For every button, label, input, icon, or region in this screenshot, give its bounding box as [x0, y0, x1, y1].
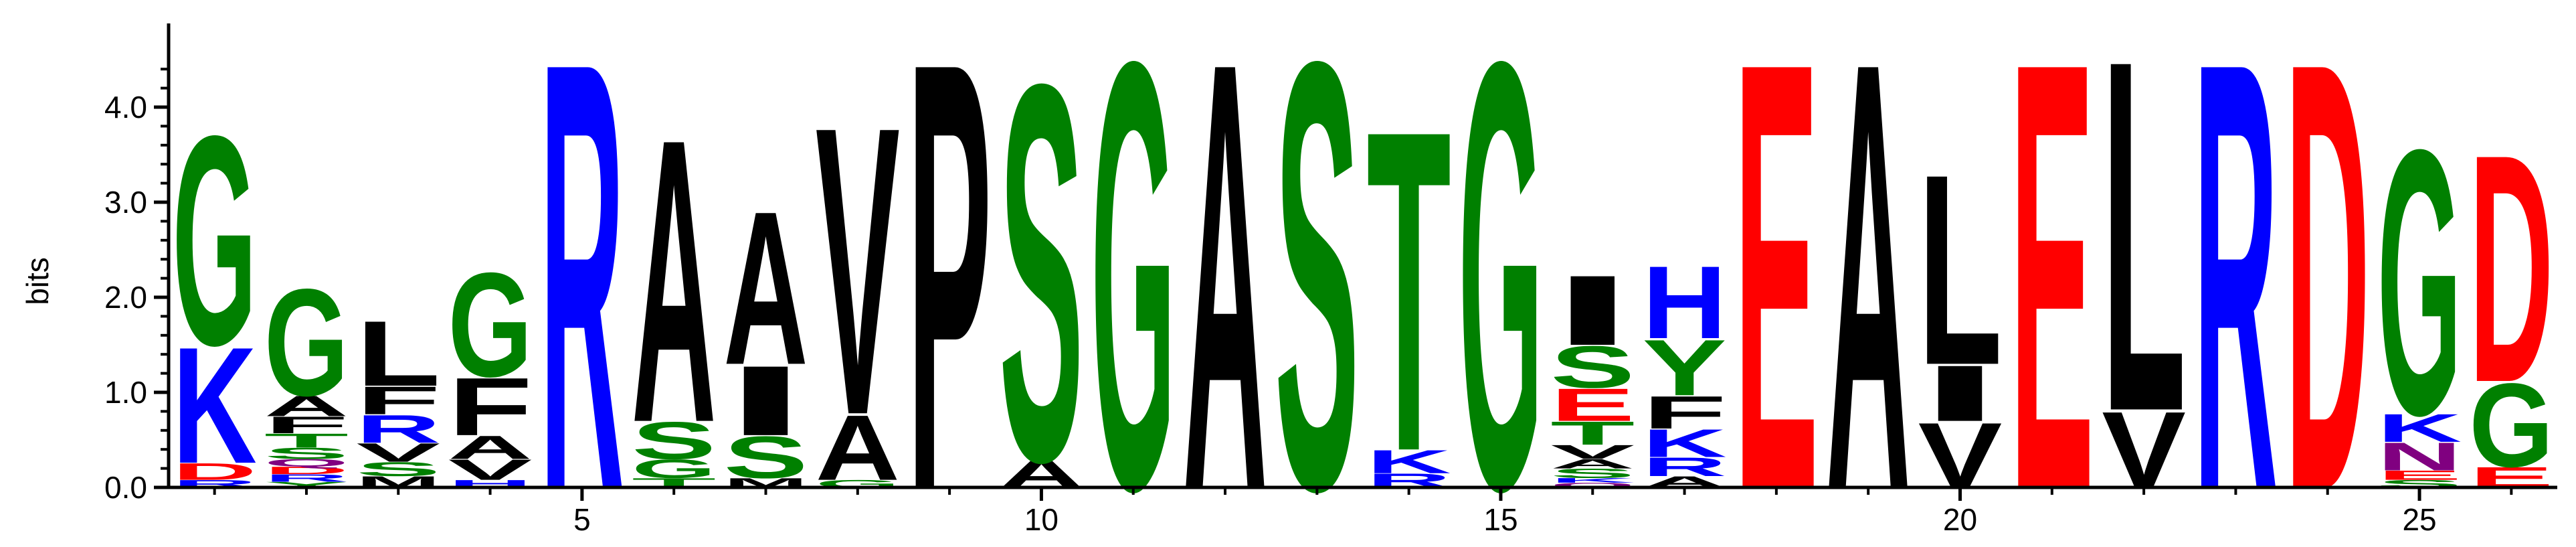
x-tick-label: 5: [573, 502, 591, 537]
logo-letter-F: F: [448, 361, 532, 453]
y-tick-label: 0.0: [104, 470, 147, 505]
logo-letter-G: G: [448, 242, 532, 408]
logo-letter-G: G: [2377, 72, 2462, 495]
logo-letter-P: P: [907, 0, 992, 547]
x-tick-label: 10: [1024, 502, 1059, 537]
logo-letter-E: E: [1550, 379, 1635, 431]
logo-letter-T: T: [1550, 414, 1635, 451]
logo-letter-Y: Y: [1642, 323, 1726, 412]
logo-letter-R: R: [540, 0, 624, 547]
logo-letter-E: E: [2010, 0, 2094, 547]
logo-letter-T: T: [264, 430, 349, 452]
logo-letter-A: A: [632, 55, 716, 507]
logo-letter-Q: Q: [264, 457, 349, 469]
logo-letter-G: G: [173, 74, 257, 408]
y-tick-label: 3.0: [104, 185, 147, 220]
logo-letter-I: I: [1550, 254, 1635, 366]
logo-letter-L: L: [356, 303, 440, 406]
logo-letter-D: D: [2286, 0, 2370, 547]
logo-letter-V: V: [356, 438, 440, 467]
logo-letter-F: F: [264, 412, 349, 439]
logo-letter-F: F: [1642, 386, 1726, 439]
logo-letter-R: R: [264, 472, 349, 484]
logo-letter-R: R: [356, 407, 440, 451]
y-tick-label: 4.0: [104, 90, 147, 125]
logo-letter-V: V: [1550, 441, 1635, 463]
logo-letter-H: H: [1642, 244, 1726, 360]
logo-letter-K: K: [1366, 443, 1451, 480]
logo-letter-G: G: [264, 257, 349, 428]
logo-letter-V: V: [448, 453, 533, 486]
logo-letter-S: S: [999, 0, 1083, 547]
logo-letter-R: R: [2193, 0, 2278, 547]
logo-letter-G: G: [2469, 360, 2553, 493]
logo-letter-I: I: [1918, 349, 2002, 438]
y-ticks: 0.0 1.0 2.0 3.0 4.0: [104, 68, 169, 505]
x-tick-label: 25: [2402, 502, 2436, 537]
logo-letter-D: D: [172, 458, 256, 485]
logo-letter-G: G: [1091, 0, 1176, 547]
logo-letter-V: V: [816, 42, 901, 501]
x-tick-label: 20: [1943, 502, 1977, 537]
logo-letter-K: K: [2377, 406, 2462, 450]
logo-letter-S: S: [1275, 0, 1359, 547]
logo-letter-A: A: [1826, 0, 1910, 547]
logo-letter-A: A: [448, 429, 532, 466]
logo-letter-T: T: [1367, 35, 1451, 547]
logo-letter-A: A: [723, 165, 808, 411]
logo-letter-S: S: [632, 411, 716, 471]
logo-letter-K: K: [1642, 421, 1726, 465]
logo-letter-A: A: [816, 396, 900, 500]
logo-letter-A: A: [264, 390, 349, 422]
y-tick-label: 1.0: [104, 375, 147, 410]
logo-letter-Q: Q: [1550, 481, 1635, 489]
logo-letter-S: S: [723, 424, 808, 491]
x-ticks: 5 10 15 20 25: [213, 487, 2513, 537]
logo-letter-D: D: [2469, 87, 2553, 451]
logo-letter-N: N: [2377, 435, 2462, 479]
logo-letter-E: E: [2377, 468, 2462, 483]
logo-letter-F: F: [356, 378, 440, 422]
logo-letter-K: K: [1550, 477, 1635, 484]
logo-letter-D: D: [264, 465, 349, 477]
logo-letter-I: I: [723, 345, 808, 456]
logo-letter-A: A: [1183, 0, 1267, 547]
logo-letter-S: S: [356, 458, 440, 480]
y-tick-label: 2.0: [104, 280, 147, 315]
logo-letter-R: R: [1642, 452, 1726, 481]
logo-letter-S: S: [1550, 334, 1635, 400]
logo-letter-S: S: [1550, 466, 1635, 481]
logo-letter-A: A: [1550, 457, 1635, 471]
logo-letter-E: E: [1734, 0, 1819, 547]
logo-letter-L: L: [1918, 119, 2002, 422]
logo-letter-S: S: [264, 445, 349, 463]
logo-letter-G: G: [632, 454, 716, 483]
logo-letter-K: K: [172, 313, 256, 498]
logo-letter-L: L: [2102, 0, 2186, 516]
y-axis-label: bits: [20, 257, 55, 305]
x-tick-label: 15: [1483, 502, 1517, 537]
logo-letter-G: G: [1459, 0, 1543, 547]
